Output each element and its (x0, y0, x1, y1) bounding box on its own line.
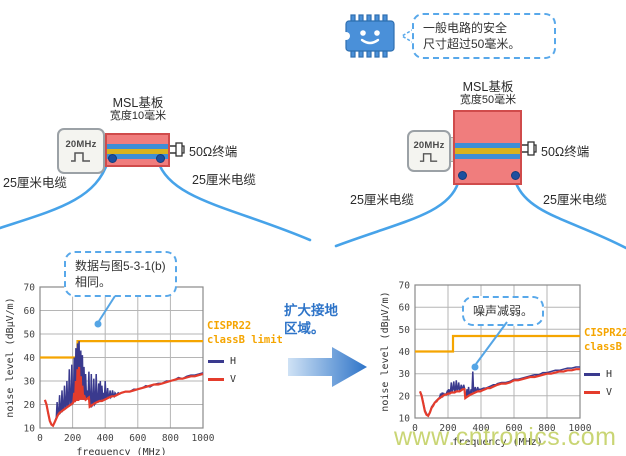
svg-text:10: 10 (24, 424, 36, 435)
termination-connector-icon-right (522, 141, 537, 156)
svg-text:70: 70 (399, 281, 411, 292)
svg-text:50: 50 (24, 330, 36, 341)
cable-label-left-b: 25厘米电缆 (192, 173, 256, 187)
termination-connector-icon-left (170, 142, 185, 157)
pulse-wave-icon (419, 152, 438, 162)
svg-text:10: 10 (399, 414, 411, 425)
ic-chip-icon (344, 14, 395, 58)
source-frequency-label: 20MHz (413, 139, 445, 151)
board-subtitle-left-text: 宽度10毫米 (109, 110, 167, 123)
transition-label: 扩大接地 区域。 (284, 303, 338, 336)
termination-label-left: 50Ω终端 (189, 145, 238, 159)
legend-item-h: H (208, 356, 236, 367)
svg-text:noise level (dBμV/m): noise level (dBμV/m) (380, 291, 391, 411)
legend-swatch-v (584, 391, 600, 394)
svg-text:20: 20 (399, 391, 411, 402)
termination-label-right: 50Ω终端 (541, 145, 590, 159)
svg-text:600: 600 (505, 423, 522, 434)
legend-label-v: V (230, 374, 237, 385)
legend-swatch-v (208, 378, 224, 381)
cable-attach-dot (108, 154, 117, 163)
svg-text:1000: 1000 (192, 433, 215, 444)
svg-text:800: 800 (538, 423, 555, 434)
legend-right: H V (584, 369, 612, 405)
svg-text:30: 30 (24, 377, 36, 388)
board-title-left: MSL基板 宽度10毫米 (98, 96, 178, 123)
source-frequency-label: 20MHz (65, 139, 97, 150)
legend-label-h: H (606, 369, 613, 380)
svg-text:0: 0 (37, 433, 43, 444)
msl-board-left (105, 133, 170, 167)
signal-source-left: 20MHz (57, 128, 105, 174)
svg-text:1000: 1000 (569, 423, 592, 434)
pulse-wave-icon (71, 152, 90, 162)
cable-attach-dot (511, 171, 520, 180)
svg-text:frequency (MHz): frequency (MHz) (76, 447, 166, 455)
msl-board-right (453, 110, 522, 185)
legend-left: H V (208, 356, 236, 392)
svg-text:400: 400 (472, 423, 489, 434)
svg-text:0: 0 (412, 423, 418, 434)
chart-left-annotation: 数据与图5-3-1(b) 相同。 (64, 251, 177, 298)
svg-text:40: 40 (24, 353, 36, 364)
right-arrow-icon (288, 347, 367, 387)
legend-label-v: V (606, 387, 613, 398)
legend-item-v: V (584, 387, 612, 398)
svg-text:800: 800 (162, 433, 179, 444)
cispr-limit-label-right: CISPR22 classB (584, 327, 626, 353)
microstrip-ground-stripe (107, 154, 168, 159)
legend-label-h: H (230, 356, 237, 367)
svg-text:70: 70 (24, 283, 36, 294)
svg-text:noise level (dBμV/m): noise level (dBμV/m) (5, 297, 16, 417)
svg-text:40: 40 (399, 347, 411, 358)
microstrip-ground-stripe (455, 143, 520, 148)
svg-text:200: 200 (439, 423, 456, 434)
cable-attach-dot (156, 154, 165, 163)
board-title-right: MSL基板 宽度50毫米 (448, 80, 528, 107)
svg-text:50: 50 (399, 325, 411, 336)
cable-label-right-b: 25厘米电缆 (543, 193, 607, 207)
svg-text:20: 20 (24, 400, 36, 411)
legend-item-h: H (584, 369, 612, 380)
svg-text:30: 30 (399, 369, 411, 380)
svg-text:60: 60 (399, 303, 411, 314)
cable-label-right-a: 25厘米电缆 (350, 193, 414, 207)
microstrip-ground-stripe (107, 144, 168, 149)
watermark: www.cntronics.com (394, 423, 617, 451)
chip-callout-pointer-icon (401, 28, 415, 44)
chip-callout: 一般电路的安全 尺寸超过50毫米。 (412, 13, 556, 60)
legend-item-v: V (208, 374, 236, 385)
chart-right-annotation: 噪声减弱。 (462, 296, 545, 327)
microstrip-trace-stripe (455, 148, 520, 154)
legend-swatch-h (584, 373, 600, 376)
cable-attach-dot (458, 171, 467, 180)
board-subtitle-right-text: 宽度50毫米 (459, 94, 517, 107)
cable-label-left-a: 25厘米电缆 (3, 176, 67, 190)
board-title-left-text: MSL基板 (112, 96, 164, 110)
svg-text:400: 400 (97, 433, 114, 444)
microstrip-ground-stripe (455, 154, 520, 159)
svg-text:200: 200 (64, 433, 81, 444)
signal-source-right: 20MHz (407, 130, 451, 172)
svg-text:60: 60 (24, 306, 36, 317)
microstrip-trace-stripe (107, 149, 168, 154)
legend-swatch-h (208, 360, 224, 363)
svg-text:frequency (MHz): frequency (MHz) (452, 437, 542, 448)
cispr-limit-label-left: CISPR22 classB limit (207, 320, 283, 346)
svg-text:600: 600 (129, 433, 146, 444)
board-title-right-text: MSL基板 (462, 80, 514, 94)
